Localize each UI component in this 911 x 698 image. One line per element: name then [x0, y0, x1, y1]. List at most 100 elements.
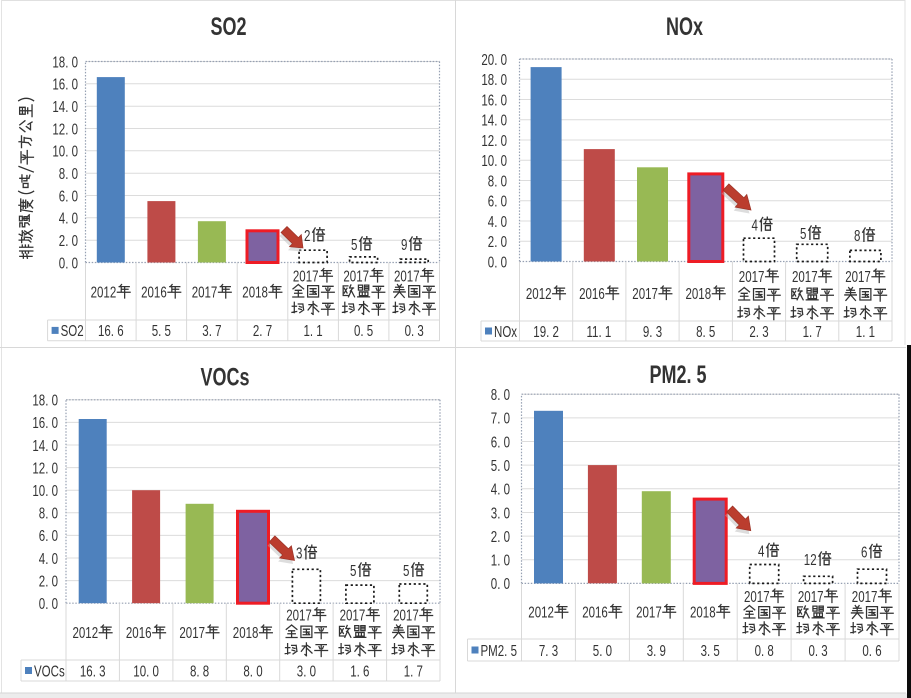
- svg-text:9. 3: 9. 3: [643, 322, 662, 340]
- svg-text:3: 3: [296, 543, 303, 561]
- svg-text:16. 3: 16. 3: [80, 661, 106, 679]
- svg-text:5. 0: 5. 0: [593, 641, 612, 659]
- svg-text:5: 5: [800, 224, 807, 242]
- svg-text:2. 0: 2. 0: [491, 527, 510, 545]
- svg-text:4. 0: 4. 0: [39, 549, 58, 567]
- svg-text:2018: 2018: [233, 623, 259, 641]
- svg-text:8. 0: 8. 0: [39, 504, 58, 522]
- svg-text:9: 9: [401, 235, 408, 253]
- svg-text:5: 5: [350, 561, 357, 579]
- svg-text:4: 4: [752, 215, 759, 233]
- svg-text:2017: 2017: [632, 284, 658, 302]
- svg-text:20. 0: 20. 0: [481, 50, 507, 68]
- svg-text:2016: 2016: [141, 282, 167, 300]
- svg-text:1. 1: 1. 1: [856, 322, 875, 340]
- svg-text:16. 6: 16. 6: [98, 321, 124, 339]
- svg-text:6. 0: 6. 0: [59, 186, 78, 204]
- svg-text:1. 0: 1. 0: [491, 551, 510, 569]
- svg-text:3. 0: 3. 0: [491, 503, 510, 521]
- svg-text:0. 0: 0. 0: [59, 253, 78, 271]
- svg-text:1. 7: 1. 7: [803, 322, 822, 340]
- svg-text:18. 0: 18. 0: [481, 70, 507, 88]
- svg-text:2016: 2016: [126, 623, 152, 641]
- svg-text:2017: 2017: [792, 267, 818, 285]
- svg-text:2018: 2018: [686, 284, 712, 302]
- svg-text:2017: 2017: [744, 587, 770, 605]
- svg-text:5. 0: 5. 0: [491, 456, 510, 474]
- svg-text:2017: 2017: [393, 606, 419, 624]
- svg-text:11. 1: 11. 1: [587, 322, 612, 340]
- svg-text:6. 0: 6. 0: [491, 432, 510, 450]
- svg-text:5: 5: [403, 561, 410, 579]
- svg-text:2017: 2017: [293, 266, 319, 284]
- svg-text:3. 5: 3. 5: [701, 641, 720, 659]
- svg-text:2017: 2017: [394, 266, 420, 284]
- svg-text:14. 0: 14. 0: [481, 111, 507, 129]
- svg-text:NOx: NOx: [494, 322, 517, 340]
- svg-text:0. 8: 0. 8: [755, 641, 774, 659]
- svg-text:14. 0: 14. 0: [52, 97, 78, 115]
- svg-text:10. 0: 10. 0: [32, 481, 58, 499]
- svg-text:4. 0: 4. 0: [488, 212, 507, 230]
- svg-text:6. 0: 6. 0: [488, 192, 507, 210]
- svg-text:2012: 2012: [528, 602, 554, 620]
- svg-text:NOx: NOx: [666, 12, 703, 41]
- svg-text:2017: 2017: [852, 587, 878, 605]
- svg-text:16. 0: 16. 0: [52, 75, 78, 93]
- svg-text:10. 0: 10. 0: [133, 661, 159, 679]
- svg-text:2. 3: 2. 3: [749, 322, 768, 340]
- svg-text:8: 8: [854, 226, 861, 244]
- svg-text:0. 5: 0. 5: [354, 321, 373, 339]
- svg-text:8. 0: 8. 0: [243, 661, 262, 679]
- svg-text:2017: 2017: [192, 282, 218, 300]
- svg-text:3. 0: 3. 0: [297, 661, 316, 679]
- svg-text:0. 3: 0. 3: [809, 641, 828, 659]
- svg-text:16. 0: 16. 0: [32, 413, 58, 431]
- svg-text:2018: 2018: [242, 282, 268, 300]
- svg-text:2. 0: 2. 0: [39, 571, 58, 589]
- svg-text:12. 0: 12. 0: [52, 119, 78, 137]
- svg-text:7. 3: 7. 3: [539, 641, 558, 659]
- svg-text:2017: 2017: [798, 587, 824, 605]
- svg-text:7. 0: 7. 0: [491, 409, 510, 427]
- svg-text:0. 0: 0. 0: [39, 594, 58, 612]
- svg-text:0. 0: 0. 0: [491, 574, 510, 592]
- svg-text:18. 0: 18. 0: [52, 52, 78, 70]
- svg-text:5: 5: [351, 235, 358, 253]
- svg-text:2017: 2017: [179, 623, 205, 641]
- svg-text:10. 0: 10. 0: [52, 142, 78, 160]
- svg-text:8. 0: 8. 0: [491, 385, 510, 403]
- svg-text:10. 0: 10. 0: [481, 151, 507, 169]
- svg-text:2018: 2018: [690, 602, 716, 620]
- svg-text:0. 0: 0. 0: [488, 252, 507, 270]
- svg-text:2012: 2012: [73, 623, 99, 641]
- svg-text:2017: 2017: [343, 266, 369, 284]
- svg-text:2016: 2016: [579, 284, 605, 302]
- svg-text:SO2: SO2: [211, 12, 247, 41]
- svg-text:3. 9: 3. 9: [647, 641, 666, 659]
- svg-text:4. 0: 4. 0: [491, 480, 510, 498]
- svg-text:2. 0: 2. 0: [488, 232, 507, 250]
- svg-text:19. 2: 19. 2: [533, 322, 559, 340]
- svg-text:2. 7: 2. 7: [253, 321, 272, 339]
- svg-text:6: 6: [861, 542, 868, 560]
- svg-text:4. 0: 4. 0: [59, 209, 78, 227]
- svg-text:18. 0: 18. 0: [32, 391, 58, 409]
- svg-text:6. 0: 6. 0: [39, 526, 58, 544]
- svg-text:SO2: SO2: [61, 321, 84, 339]
- svg-text:1. 7: 1. 7: [404, 661, 423, 679]
- svg-text:8. 5: 8. 5: [696, 322, 715, 340]
- svg-text:2017: 2017: [845, 267, 871, 285]
- svg-text:2017: 2017: [286, 606, 312, 624]
- svg-text:0. 3: 0. 3: [405, 321, 424, 339]
- svg-text:3. 7: 3. 7: [202, 321, 221, 339]
- svg-text:8. 0: 8. 0: [488, 171, 507, 189]
- svg-text:2017: 2017: [340, 606, 366, 624]
- svg-text:12. 0: 12. 0: [481, 131, 507, 149]
- svg-text:1. 6: 1. 6: [350, 661, 369, 679]
- svg-text:PM2. 5: PM2. 5: [481, 641, 518, 659]
- svg-text:2012: 2012: [91, 282, 117, 300]
- svg-text:8. 8: 8. 8: [190, 661, 209, 679]
- svg-text:4: 4: [758, 541, 765, 559]
- svg-text:5. 5: 5. 5: [152, 321, 171, 339]
